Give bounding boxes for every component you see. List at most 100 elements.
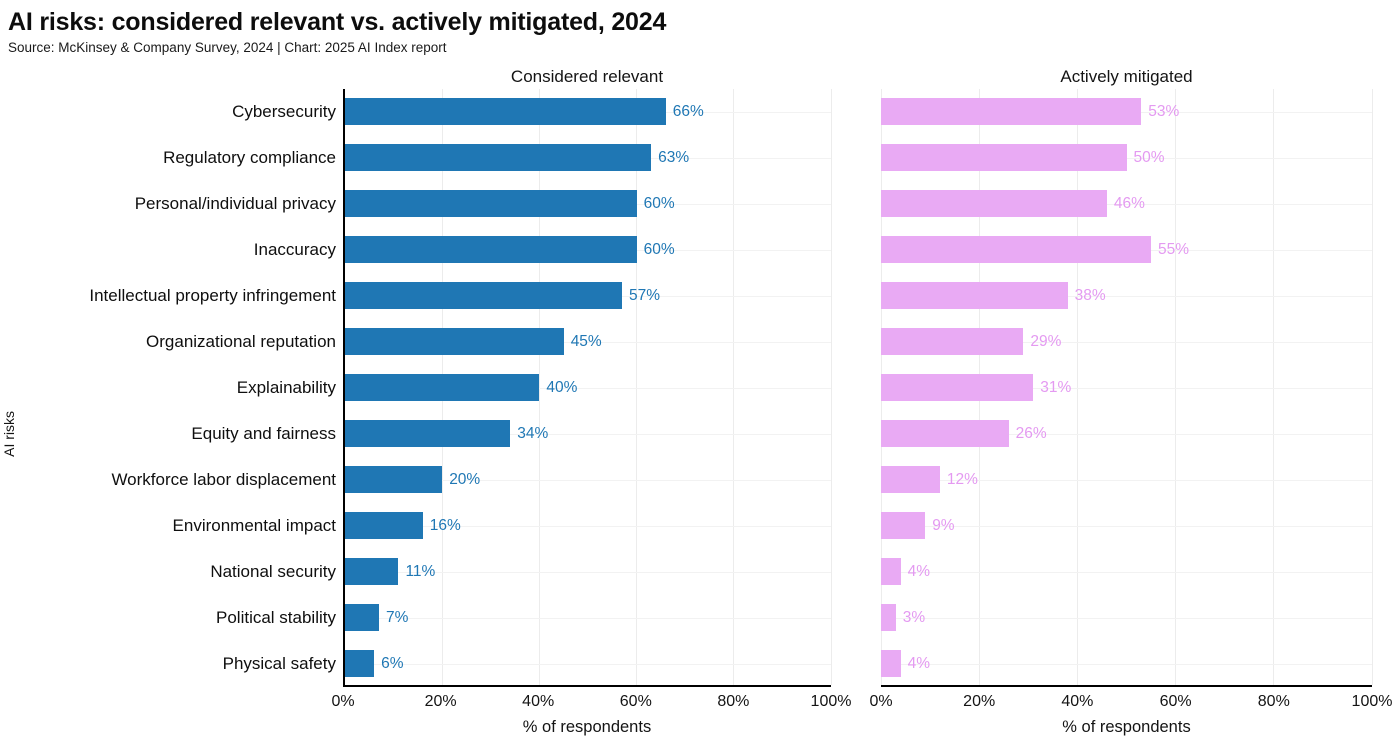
category-label: Physical safety [222, 654, 336, 673]
bar-value-label: 16% [429, 517, 461, 534]
x-ticks-right: 0% 20% 40% 60% 80% 100% [869, 687, 1392, 714]
horizontal-gridline [881, 618, 1372, 619]
x-tick-label: 60% [1159, 693, 1192, 710]
x-tick-label: 20% [424, 693, 457, 710]
bar [881, 558, 901, 585]
bar [345, 604, 380, 631]
bar-value-label: 63% [658, 149, 690, 166]
x-tick-label: 100% [810, 693, 852, 710]
category-label: Explainability [236, 378, 336, 397]
plot-actively-mitigated: 53% 50% 46% 55% 38% 29% 31% 26% 12% 9% 4% 3% 4% [880, 89, 1373, 687]
category-label: Equity and fairness [191, 424, 336, 443]
x-tick-label: 100% [1351, 693, 1393, 710]
horizontal-gridline [345, 388, 831, 389]
bar [345, 98, 666, 125]
x-ticks-row: 0% 20% 40% 60% 80% 100% 0% 20% 40% 60% 80% 100% [0, 687, 1396, 714]
category-label: Cybersecurity [232, 102, 336, 121]
bar-value-label: 3% [902, 609, 926, 626]
bar-value-label: 60% [643, 241, 675, 258]
horizontal-gridline [881, 342, 1372, 343]
vertical-gridline [733, 89, 735, 685]
bar [881, 512, 926, 539]
plots-row: AI risks Cybersecurity Regulatory complia… [0, 89, 1396, 687]
category-label: Inaccuracy [253, 240, 336, 259]
horizontal-gridline [881, 664, 1372, 665]
horizontal-gridline [345, 572, 831, 573]
bar-value-label: 50% [1133, 149, 1165, 166]
bar [881, 190, 1107, 217]
bar-value-label: 29% [1030, 333, 1062, 350]
bar-value-label: 6% [381, 655, 404, 672]
horizontal-gridline [881, 434, 1372, 435]
bar-value-label: 66% [672, 103, 704, 120]
x-tick-label: 80% [1257, 693, 1290, 710]
bar [881, 282, 1068, 309]
bar [345, 282, 623, 309]
bar [345, 374, 540, 401]
figure-header: AI risks: considered relevant vs. active… [0, 0, 1396, 57]
bar-value-label: 7% [386, 609, 409, 626]
bar-value-label: 57% [629, 287, 661, 304]
subplot-title-actively-mitigated: Actively mitigated [1060, 67, 1193, 86]
category-label: Organizational reputation [146, 332, 336, 351]
bar [345, 512, 423, 539]
bar-value-label: 40% [546, 379, 578, 396]
bar [881, 328, 1024, 355]
horizontal-gridline [881, 572, 1372, 573]
horizontal-gridline [345, 480, 831, 481]
bar-value-label: 12% [946, 471, 978, 488]
bar [345, 466, 443, 493]
bar-value-label: 46% [1113, 195, 1145, 212]
bar [881, 604, 896, 631]
x-axis-label-left: % of respondents [522, 718, 652, 736]
bar [881, 144, 1127, 171]
x-tick-label: 60% [619, 693, 652, 710]
page-title: AI risks: considered relevant vs. active… [8, 8, 667, 36]
horizontal-gridline [345, 618, 831, 619]
x-labels-row: % of respondents % of respondents [0, 714, 1396, 737]
horizontal-gridline [345, 434, 831, 435]
plot-considered-relevant: 66% 63% 60% 60% 57% 45% 40% 34% 20% 16% 11% 7% 6% [343, 89, 832, 687]
vertical-gridline [1076, 89, 1078, 685]
vertical-gridline [1175, 89, 1177, 685]
bar-value-label: 34% [517, 425, 549, 442]
vertical-gridline [636, 89, 638, 685]
x-tick-label: 40% [522, 693, 555, 710]
x-tick-label: 0% [869, 693, 893, 710]
bar [881, 420, 1009, 447]
bar-value-label: 9% [932, 517, 955, 534]
bar-value-label: 55% [1158, 241, 1190, 258]
horizontal-gridline [881, 204, 1372, 205]
horizontal-gridline [881, 526, 1372, 527]
horizontal-gridline [881, 388, 1372, 389]
bar [345, 420, 511, 447]
bar [881, 650, 901, 677]
source-caption: Source: McKinsey & Company Survey, 2024 … [8, 40, 447, 55]
category-label: Political stability [216, 608, 336, 627]
bar [345, 650, 375, 677]
x-tick-label: 0% [331, 693, 355, 710]
y-axis-label: AI risks [1, 410, 17, 457]
bar [345, 558, 399, 585]
horizontal-gridline [345, 664, 831, 665]
bar-value-label: 31% [1040, 379, 1072, 396]
vertical-gridline [830, 89, 832, 685]
vertical-gridline [538, 89, 540, 685]
subplot-title-considered-relevant: Considered relevant [510, 67, 664, 86]
category-label: Environmental impact [172, 516, 336, 535]
bar-value-label: 11% [405, 563, 436, 580]
bar [345, 144, 652, 171]
horizontal-gridline [881, 158, 1372, 159]
horizontal-gridline [345, 526, 831, 527]
bar-value-label: 4% [907, 563, 931, 580]
x-axis-label-right: % of respondents [1062, 718, 1191, 736]
bar [881, 236, 1152, 263]
bar-value-label: 38% [1074, 287, 1106, 304]
bar-value-label: 53% [1148, 103, 1180, 120]
category-label: Personal/individual privacy [134, 194, 336, 213]
category-label: Workforce labor displacement [111, 470, 336, 489]
vertical-gridline [1371, 89, 1373, 685]
category-label: Intellectual property infringement [89, 286, 336, 305]
bar [345, 328, 564, 355]
